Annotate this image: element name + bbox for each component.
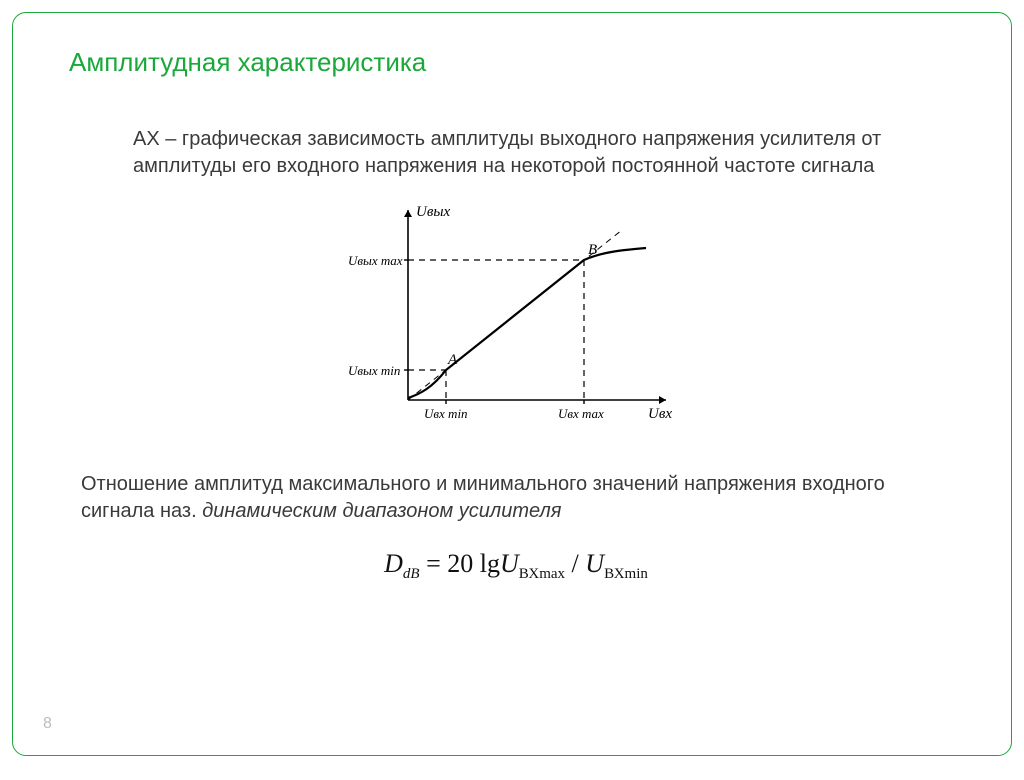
svg-text:Uвых max: Uвых max [348, 253, 403, 268]
page-number: 8 [43, 715, 52, 733]
chart-container: Uвых Uвх Uвых max Uвых min Uвх min Uвх max A B [69, 200, 963, 445]
svg-text:Uвх min: Uвх min [424, 406, 468, 421]
formula-U2: U [585, 549, 604, 578]
dynamic-range-text: Отношение амплитуд максимального и миним… [81, 471, 923, 525]
formula: DdB = 20 lgUВХmax / UВХmin [69, 549, 963, 583]
formula-eq: = 20 lg [420, 549, 500, 578]
slide-frame: Амплитудная характеристика АХ – графичес… [12, 12, 1012, 756]
formula-U2-sub: ВХmin [604, 566, 648, 582]
formula-U1: U [500, 549, 519, 578]
slide-title: Амплитудная характеристика [69, 47, 963, 78]
svg-text:B: B [588, 242, 597, 258]
svg-text:Uвых min: Uвых min [348, 363, 400, 378]
svg-text:Uвх max: Uвх max [558, 406, 604, 421]
formula-U1-sub: ВХmax [519, 566, 565, 582]
svg-text:Uвых: Uвых [416, 204, 451, 220]
definition-text: АХ – графическая зависимость амплитуды в… [133, 126, 923, 180]
subtext-italic: динамическим диапазоном усилителя [202, 500, 561, 522]
svg-text:A: A [447, 352, 458, 368]
formula-slash: / [565, 549, 585, 578]
amplitude-chart: Uвых Uвх Uвых max Uвых min Uвх min Uвх max A B [346, 200, 686, 445]
formula-D: D [384, 549, 403, 578]
formula-D-sub: dB [403, 566, 420, 582]
svg-text:Uвх: Uвх [648, 406, 672, 422]
